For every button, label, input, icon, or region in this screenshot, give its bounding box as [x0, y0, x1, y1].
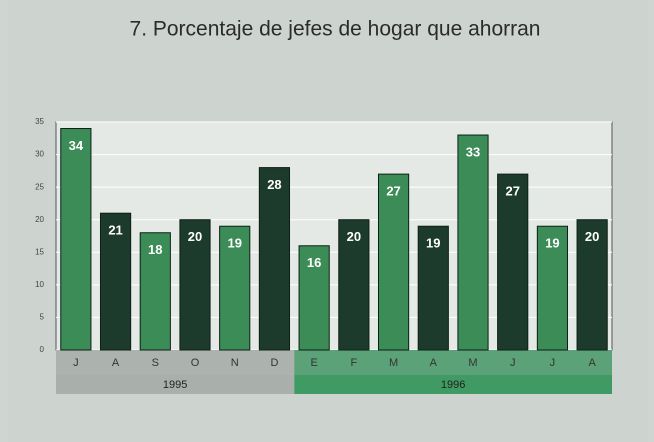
data-label: 27 — [505, 184, 519, 199]
data-label: 19 — [227, 236, 241, 251]
year-label: 1995 — [163, 379, 187, 391]
x-tick-label: D — [270, 357, 278, 369]
bar — [417, 225, 449, 351]
y-tick-label: 10 — [35, 280, 44, 289]
bar — [457, 134, 489, 351]
data-label: 28 — [267, 177, 281, 192]
x-tick-label: F — [350, 357, 357, 369]
x-tick-label: J — [510, 357, 516, 369]
data-label: 19 — [426, 236, 440, 251]
y-tick-label: 30 — [35, 150, 44, 159]
y-tick-label: 0 — [40, 345, 45, 354]
y-tick-label: 15 — [35, 247, 44, 256]
y-tick-label: 20 — [35, 215, 44, 224]
y-tick-label: 5 — [40, 313, 45, 322]
x-tick-label: S — [152, 357, 159, 369]
data-label: 19 — [545, 236, 559, 251]
x-tick-label: J — [550, 357, 556, 369]
x-tick-label: A — [588, 357, 596, 369]
x-tick-label: E — [310, 357, 317, 369]
data-label: 20 — [188, 229, 202, 244]
y-tick-label: 25 — [35, 182, 44, 191]
bar — [258, 167, 291, 351]
data-label: 20 — [585, 229, 599, 244]
category-band — [56, 350, 295, 375]
bar — [60, 128, 92, 351]
year-label: 1996 — [441, 379, 465, 391]
x-tick-label: M — [389, 357, 398, 369]
bar — [536, 225, 569, 351]
data-label: 18 — [148, 242, 162, 257]
category-band — [294, 350, 612, 375]
x-tick-label: N — [231, 357, 239, 369]
bar — [219, 225, 251, 351]
x-tick-label: A — [112, 357, 120, 369]
bar — [99, 212, 132, 351]
data-label: 20 — [347, 229, 361, 244]
x-tick-label: M — [468, 357, 477, 369]
chart-title: 7. Porcentaje de jefes de hogar que ahor… — [130, 18, 541, 41]
data-label: 27 — [386, 184, 400, 199]
year-band — [294, 375, 612, 394]
x-tick-label: O — [191, 357, 200, 369]
year-band — [56, 375, 295, 394]
data-label: 21 — [108, 223, 122, 238]
bar — [576, 219, 608, 351]
x-tick-label: A — [430, 357, 438, 369]
bar — [377, 173, 410, 351]
data-label: 33 — [466, 144, 480, 159]
bar — [179, 219, 211, 351]
bar — [497, 173, 529, 351]
data-label: 16 — [307, 255, 321, 270]
y-tick-label: 35 — [35, 117, 44, 126]
data-label: 34 — [69, 138, 84, 153]
bar — [139, 232, 171, 351]
x-tick-label: J — [73, 357, 79, 369]
plot-area — [55, 121, 613, 351]
bar — [338, 219, 370, 351]
bar — [298, 245, 330, 351]
